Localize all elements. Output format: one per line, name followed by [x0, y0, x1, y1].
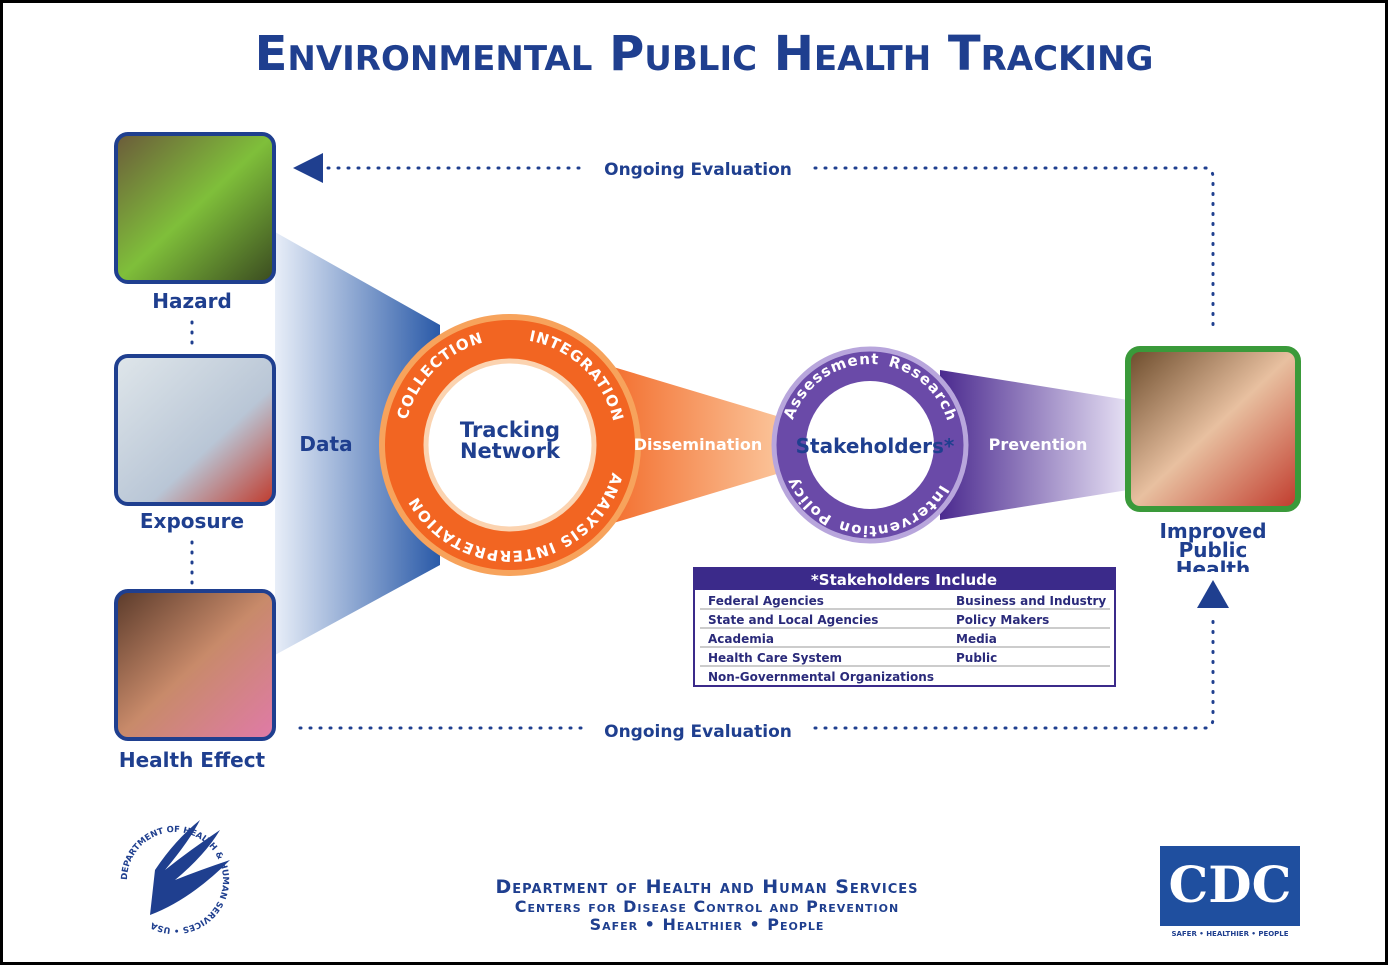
tracking-label: Tracking Network [440, 420, 580, 462]
source-label: Exposure [140, 509, 244, 533]
table-cell: State and Local Agencies [708, 613, 878, 627]
table-cell: Public [956, 651, 997, 665]
table-cell: Policy Makers [956, 613, 1049, 627]
health-effect-image [116, 591, 274, 739]
exposure-image [116, 356, 274, 504]
diagram: Environmental Public Health Tracking COL… [0, 0, 1388, 965]
outcome-image [1128, 349, 1298, 509]
tracking-label-box: Tracking Network [440, 420, 580, 480]
outcome-label: Improved Public Health [1148, 522, 1278, 572]
stakeholder-label: Stakeholders* [796, 434, 955, 458]
table-cell: Business and Industry [956, 594, 1106, 608]
prevention-label: Prevention [989, 435, 1088, 454]
source-label: Hazard [152, 289, 232, 313]
cdc-tagline: SAFER • HEALTHIER • PEOPLE [1171, 930, 1288, 938]
stakeholders-table: *Stakeholders Include Federal Agencies Bu… [694, 568, 1115, 686]
dissemination-label: Dissemination [634, 435, 763, 454]
cdc-text: CDC [1169, 855, 1292, 914]
title: Environmental Public Health Tracking [255, 26, 1154, 82]
footer-line: Centers for Disease Control and Preventi… [515, 897, 899, 916]
footer-line: Department of Health and Human Services [496, 876, 919, 898]
evaluation-label: Ongoing Evaluation [604, 160, 792, 180]
outcome-box: Improved Public Health [1110, 522, 1316, 572]
footer-line: Safer • Healthier • People [590, 915, 825, 934]
table-cell: Federal Agencies [708, 594, 824, 608]
data-label: Data [299, 432, 352, 456]
table-cell: Non-Governmental Organizations [708, 670, 934, 684]
table-cell: Health Care System [708, 651, 842, 665]
source-label: Health Effect [119, 748, 266, 772]
table-cell: Media [956, 632, 997, 646]
table-cell: Academia [708, 632, 774, 646]
table-title: *Stakeholders Include [811, 571, 997, 589]
evaluation-label: Ongoing Evaluation [604, 722, 792, 742]
hazard-image [116, 134, 274, 282]
